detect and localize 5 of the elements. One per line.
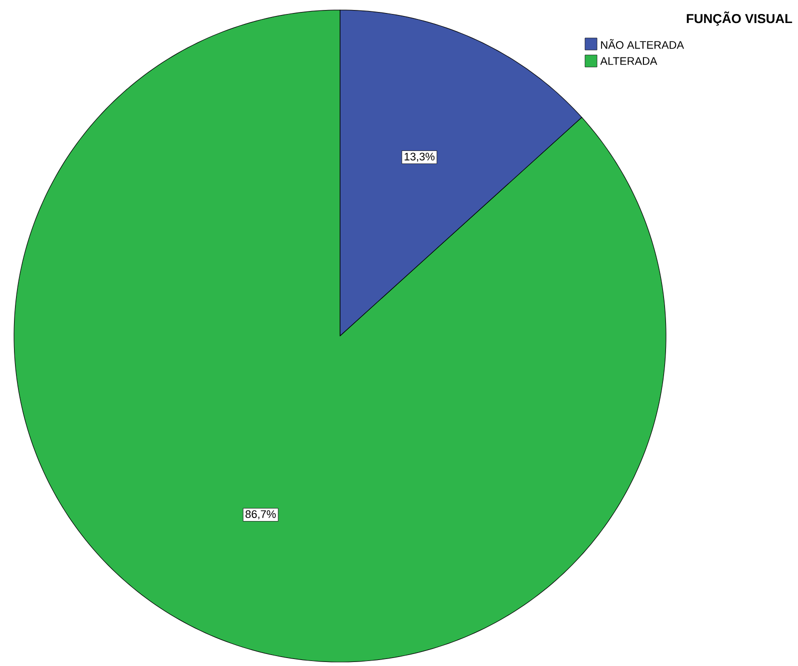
legend-label: NÃO ALTERADA (601, 39, 684, 49)
legend-label: ALTERADA (600, 57, 658, 65)
data-label: 13,3% (404, 152, 435, 162)
legend-title: FUNÇÃO VISUAL (686, 12, 792, 26)
data-label: 86,7% (246, 510, 276, 520)
